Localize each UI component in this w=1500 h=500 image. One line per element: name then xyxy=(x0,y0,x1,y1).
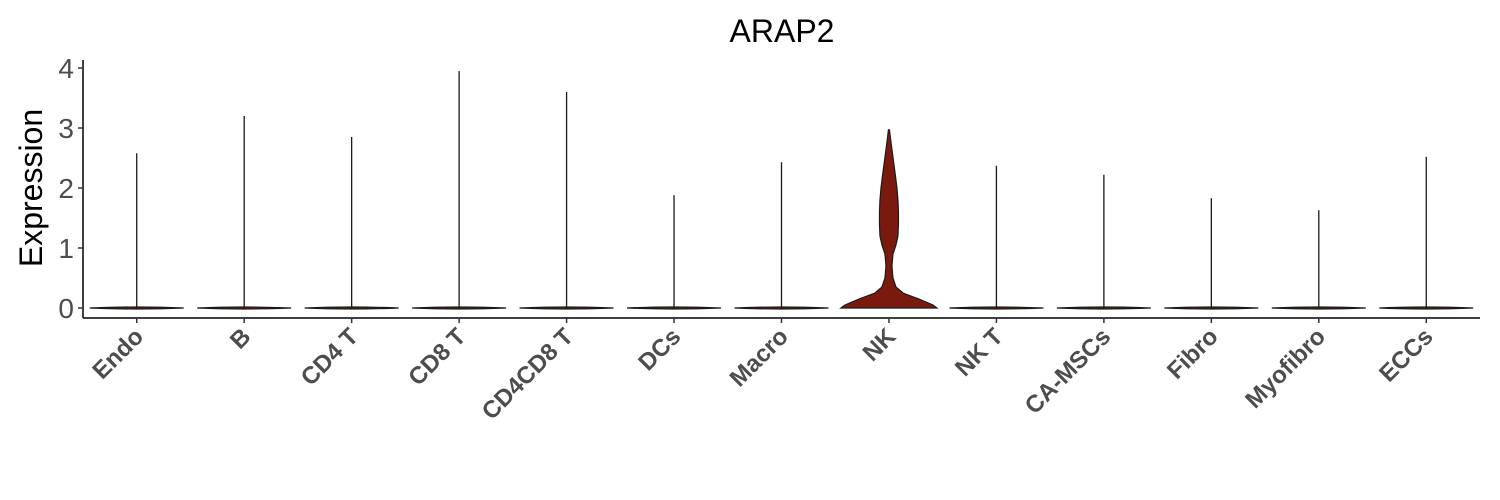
violin-macro xyxy=(734,162,829,310)
violin-endo xyxy=(89,153,184,310)
y-tick-label: 3 xyxy=(58,113,74,144)
violin-cd4cd8-t xyxy=(519,92,614,310)
y-tick-label: 1 xyxy=(58,233,74,264)
violin-ca-mscs xyxy=(1056,174,1151,310)
x-tick-label: NK T xyxy=(950,323,1009,382)
violin-eccs xyxy=(1379,156,1474,310)
violin-myofibro xyxy=(1271,210,1366,310)
violins xyxy=(89,71,1474,310)
violin-fibro xyxy=(1164,198,1259,310)
y-tick-label: 2 xyxy=(58,173,74,204)
violin-nk xyxy=(839,129,939,309)
y-axis: 0 1 2 3 4 xyxy=(58,53,84,324)
x-tick-label: B xyxy=(225,323,256,354)
violin-cd4-t xyxy=(304,137,399,310)
violin-cd8-t xyxy=(412,71,507,310)
x-axis: Endo B CD4 T CD8 T CD4CD8 T DCs Macro NK NK T CA-… xyxy=(83,317,1480,425)
y-axis-label: Expression xyxy=(13,109,49,267)
x-tick-label: Macro xyxy=(725,323,794,392)
x-tick-label: ECCs xyxy=(1374,323,1438,387)
violin-dcs xyxy=(627,195,722,310)
x-tick-label: DCs xyxy=(633,323,686,376)
violin-b xyxy=(197,116,292,310)
violin-nk-t xyxy=(949,165,1044,310)
y-tick-label: 0 xyxy=(58,293,74,324)
x-tick-label: CD8 T xyxy=(403,323,471,391)
x-tick-label: CD4CD8 T xyxy=(477,323,579,425)
x-tick-label: Myofibro xyxy=(1240,323,1331,414)
x-tick-label: Endo xyxy=(87,323,149,385)
violin-shape xyxy=(839,129,939,309)
x-tick-label: NK xyxy=(858,323,902,367)
x-tick-label: CD4 T xyxy=(296,323,364,391)
x-tick-label: Fibro xyxy=(1162,323,1224,385)
y-tick-label: 4 xyxy=(58,53,74,84)
chart-title: ARAP2 xyxy=(730,13,835,49)
x-tick-label: CA-MSCs xyxy=(1020,323,1116,419)
